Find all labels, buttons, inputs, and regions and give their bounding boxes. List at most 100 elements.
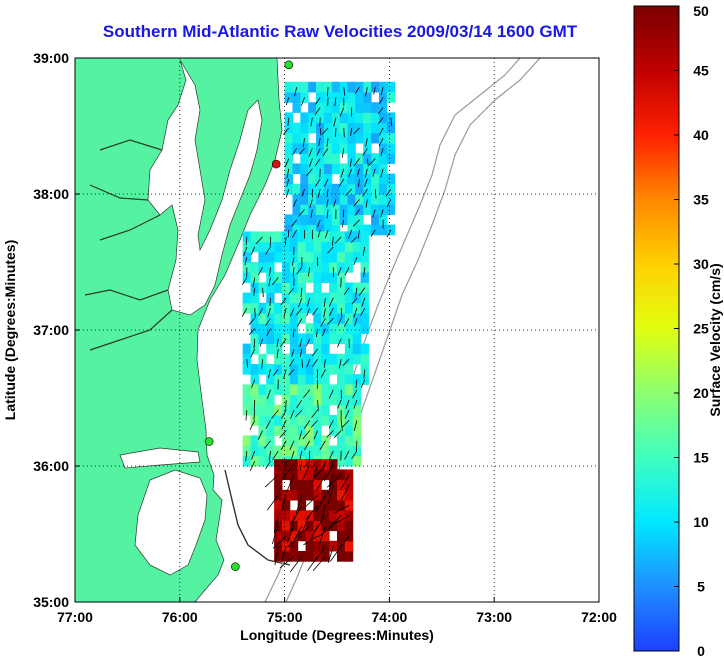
velocity-cell <box>329 364 338 375</box>
velocity-cell <box>289 374 299 385</box>
velocity-cell <box>305 530 314 542</box>
velocity-arrow <box>314 107 321 116</box>
velocity-arrow <box>245 236 248 246</box>
velocity-arrow <box>301 97 305 106</box>
velocity-cell <box>274 353 283 365</box>
velocity-cell <box>284 122 293 134</box>
velocity-cell <box>313 313 322 324</box>
velocity-arrow <box>341 148 345 158</box>
velocity-cell <box>321 384 330 396</box>
velocity-cell <box>337 374 346 385</box>
velocity-cell <box>300 163 309 175</box>
velocity-cell <box>339 112 348 124</box>
velocity-cell <box>386 173 396 185</box>
velocity-arrow <box>350 127 353 136</box>
velocity-arrow <box>338 359 342 369</box>
velocity-arrow <box>272 450 279 460</box>
velocity-arrow <box>259 338 263 347</box>
velocity-arrow <box>299 148 305 155</box>
velocity-cell <box>352 353 362 365</box>
velocity-cell <box>337 364 346 375</box>
velocity-arrow <box>327 318 334 325</box>
velocity-arrow <box>306 168 313 177</box>
velocity-cell <box>313 479 322 491</box>
velocity-cell <box>313 510 322 521</box>
velocity-arrow <box>273 515 279 533</box>
velocity-cell <box>344 551 354 562</box>
velocity-arrow <box>315 328 318 338</box>
velocity-cell <box>363 92 372 103</box>
velocity-arrow <box>334 430 342 438</box>
velocity-cell <box>323 112 333 124</box>
velocity-arrow <box>295 409 303 418</box>
velocity-arrow <box>364 168 368 178</box>
velocity-arrow <box>326 138 329 147</box>
x-tick-label: 75:00 <box>267 609 303 625</box>
velocity-cell <box>344 302 354 314</box>
velocity-cell <box>344 333 354 345</box>
velocity-cell <box>321 404 330 416</box>
velocity-cell <box>274 530 283 542</box>
velocity-arrow <box>253 399 256 411</box>
velocity-arrow <box>311 348 318 357</box>
velocity-cell <box>258 394 267 406</box>
velocity-arrow <box>248 318 256 325</box>
colorbar-tick-label: 35 <box>693 192 709 208</box>
velocity-cell <box>321 530 330 542</box>
station-marker <box>231 562 240 571</box>
velocity-cell <box>313 231 322 243</box>
velocity-cell <box>344 241 354 253</box>
velocity-arrow <box>343 318 350 327</box>
velocity-cell <box>242 353 252 365</box>
velocity-arrow <box>353 420 358 431</box>
velocity-cell <box>305 540 314 552</box>
velocity-cell <box>258 313 267 324</box>
velocity-cell <box>344 374 354 385</box>
velocity-arrow <box>264 474 279 488</box>
velocity-cell <box>266 282 275 294</box>
velocity-arrow <box>328 484 334 504</box>
velocity-arrow <box>362 246 366 256</box>
velocity-arrow <box>380 148 384 157</box>
x-tick-label: 77:00 <box>57 609 93 625</box>
velocity-cell <box>284 143 293 154</box>
velocity-cell <box>281 374 291 385</box>
velocity-arrow <box>252 277 256 288</box>
velocity-arrow <box>353 127 360 135</box>
velocity-cell <box>305 272 314 283</box>
velocity-cell <box>281 445 291 457</box>
velocity-arrow <box>288 287 295 295</box>
velocity-arrow <box>352 219 360 227</box>
velocity-arrow <box>345 399 350 409</box>
velocity-arrow <box>328 307 334 316</box>
velocity-cell <box>337 323 346 334</box>
velocity-cell <box>360 251 369 263</box>
velocity-arrow <box>258 267 263 276</box>
velocity-arrow <box>296 307 303 316</box>
velocity-cell <box>274 415 283 426</box>
velocity-arrow <box>356 168 360 177</box>
velocity-arrow <box>279 430 287 439</box>
velocity-arrow <box>327 246 334 254</box>
velocity-arrow <box>296 399 303 409</box>
velocity-cell <box>337 251 346 263</box>
velocity-arrow <box>280 440 287 450</box>
velocity-cell <box>289 530 299 542</box>
velocity-arrow <box>340 484 350 501</box>
velocity-cell <box>274 425 283 436</box>
velocity-arrow <box>280 297 287 306</box>
velocity-arrow <box>353 308 358 318</box>
velocity-arrow <box>303 420 311 429</box>
velocity-cell <box>386 92 396 103</box>
velocity-arrow <box>289 556 303 573</box>
velocity-cell <box>289 333 299 345</box>
velocity-arrow <box>298 297 303 308</box>
velocity-cell <box>371 204 380 215</box>
outer-banks <box>224 469 291 566</box>
velocity-arrow <box>283 127 290 135</box>
x-axis-ticks: 77:00 76:00 75:00 74:00 73:00 72:00 <box>57 597 617 625</box>
velocity-cell <box>337 500 346 511</box>
velocity-cell <box>352 333 362 345</box>
velocity-cell <box>321 445 330 457</box>
velocity-cell <box>313 262 322 273</box>
